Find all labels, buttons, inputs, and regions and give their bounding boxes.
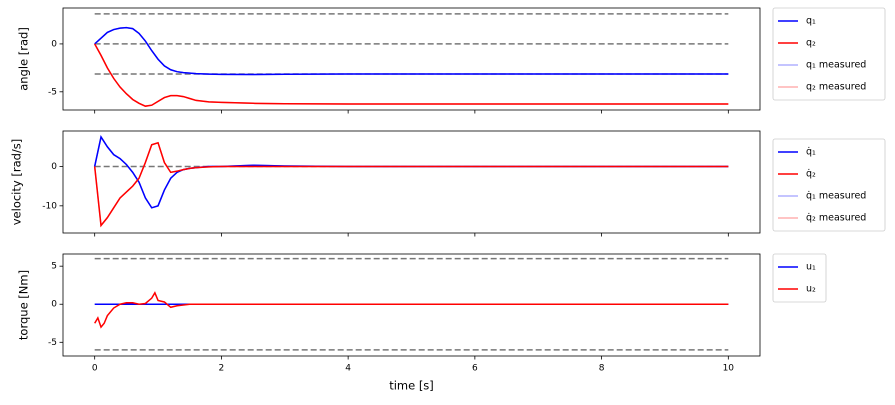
series-line [93, 141, 729, 228]
y-axis-label: angle [rad] [17, 27, 31, 91]
series-line [93, 141, 729, 228]
legend-box [772, 138, 886, 232]
x-tick-label: 4 [345, 364, 351, 374]
series-line [94, 43, 729, 107]
legend-box [772, 7, 886, 101]
legend-label: q₂ measured [806, 82, 866, 93]
series-line [93, 134, 729, 209]
legend-label: u₁ [806, 262, 816, 273]
legend-label: q₂ [806, 38, 816, 49]
subplot: 0 2 4 6 8 10 -5 0 5 torque [Nm] time [s] u₁ u₂ [17, 253, 827, 393]
legend-label: u₂ [806, 284, 816, 295]
y-tick-label: -5 [48, 338, 57, 348]
series-line [94, 43, 729, 107]
series-line [94, 26, 729, 76]
x-tick-label: 2 [219, 364, 225, 374]
y-tick-label: 0 [51, 39, 57, 49]
y-axis-label: torque [Nm] [17, 270, 31, 340]
axes-frame [62, 7, 761, 111]
axes-frame [62, 253, 761, 357]
y-tick-label: -10 [42, 201, 57, 211]
y-axis-label: velocity [rad/s] [10, 139, 24, 226]
y-tick-label: 0 [51, 162, 57, 172]
x-axis-label: time [s] [389, 379, 434, 393]
legend-label: q̇₂ [806, 169, 816, 180]
legend-label: q₁ [806, 16, 816, 27]
legend-label: q̇₁ [806, 147, 816, 158]
series-line [94, 26, 729, 76]
x-tick-label: 6 [472, 364, 478, 374]
legend-label: q̇₁ measured [806, 191, 866, 202]
subplot: -10 0 velocity [rad/s] q̇₁ q̇₂ q̇₁ measured q̇… [10, 130, 886, 237]
y-tick-label: 0 [51, 300, 57, 310]
legend-label: q̇₂ measured [806, 213, 866, 224]
x-tick-label: 0 [92, 364, 98, 374]
y-tick-label: 5 [51, 262, 57, 272]
y-tick-label: -5 [48, 87, 57, 97]
series-line [93, 134, 729, 209]
axes-frame [62, 130, 761, 234]
legend-label: q₁ measured [806, 60, 866, 71]
subplot: -5 0 angle [rad] q₁ q₂ q₁ measured q₂ measured [17, 7, 886, 114]
legend-box [772, 253, 827, 303]
series-line [94, 291, 729, 329]
x-tick-label: 10 [723, 364, 735, 374]
x-tick-label: 8 [599, 364, 605, 374]
